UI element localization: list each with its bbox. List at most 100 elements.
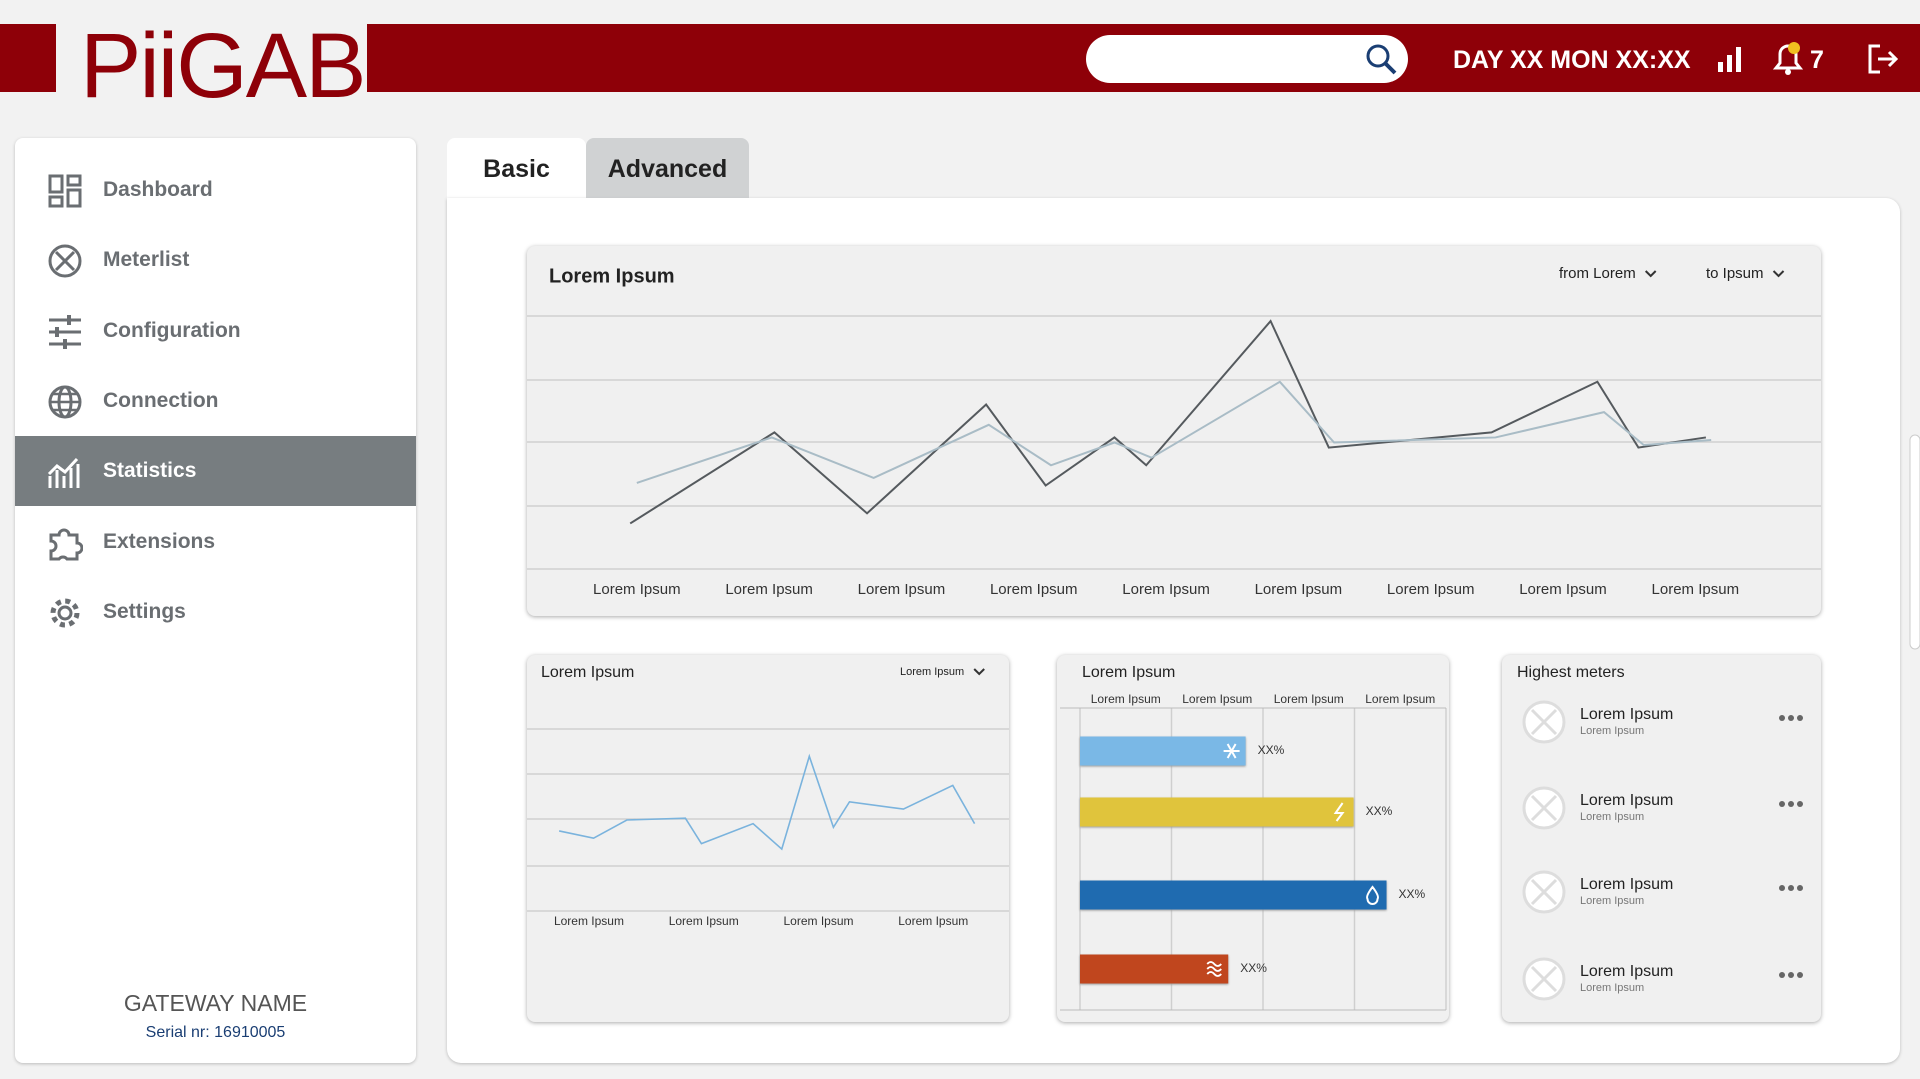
logo-box	[56, 22, 367, 96]
more-button[interactable]	[1797, 885, 1803, 891]
menu-item[interactable]: Settings	[15, 577, 416, 647]
meter-subtitle: Lorem Ipsum	[1580, 811, 1644, 823]
menu-icon	[48, 385, 82, 419]
scrollbar[interactable]	[1909, 434, 1920, 650]
datetime: DAY XX MON XX:XX	[1453, 46, 1691, 74]
menu-icon	[49, 314, 81, 349]
x-tick-label: Lorem Ipsum	[1122, 581, 1210, 598]
logout-icon[interactable]	[1866, 42, 1900, 76]
bar	[1080, 736, 1246, 766]
menu-item[interactable]: Configuration	[15, 296, 416, 366]
chevron[interactable]	[973, 668, 985, 676]
notification-count[interactable]: 7	[1810, 46, 1824, 74]
menu-label: Settings	[103, 599, 186, 623]
menu-icon	[49, 528, 83, 560]
more-button[interactable]	[1788, 801, 1794, 807]
chart-title: Lorem Ipsum	[1082, 664, 1175, 681]
more-button[interactable]	[1779, 885, 1785, 891]
chevron[interactable]	[1772, 270, 1785, 278]
x-tick-label: Lorem Ipsum	[898, 914, 968, 928]
menu-icon	[48, 174, 82, 208]
menu-item[interactable]: Dashboard	[15, 155, 416, 225]
bar-icon	[1206, 961, 1222, 977]
meter-name: Lorem Ipsum	[1580, 792, 1673, 809]
bar	[1080, 880, 1387, 910]
logo[interactable]: PiiGAB	[80, 15, 367, 117]
meter-icon	[1530, 965, 1558, 993]
bell-icon[interactable]	[1768, 38, 1808, 78]
gateway-name: GATEWAY NAME	[123, 990, 308, 1016]
menu-item[interactable]: Connection	[15, 366, 416, 436]
menu-label: Connection	[103, 388, 219, 412]
meter-name: Lorem Ipsum	[1580, 876, 1673, 893]
filter-dropdown[interactable]: to Ipsum	[1706, 265, 1764, 282]
sidebar: GATEWAY NAME Serial nr: 16910005 Dashboa…	[15, 138, 416, 1063]
meter-icon	[1530, 794, 1558, 822]
menu-label: Extensions	[103, 529, 216, 553]
data-label: XX%	[1258, 743, 1285, 757]
more-button[interactable]	[1788, 972, 1794, 978]
meter-icon	[1530, 878, 1558, 906]
data-label: XX%	[1399, 887, 1426, 901]
data-label: XX%	[1366, 804, 1393, 818]
more-button[interactable]	[1788, 885, 1794, 891]
search-icon[interactable]	[1362, 40, 1402, 80]
column-header: Lorem Ipsum	[1365, 692, 1435, 706]
bar	[1080, 797, 1354, 827]
meter-name: Lorem Ipsum	[1580, 706, 1673, 723]
x-tick-label: Lorem Ipsum	[725, 581, 813, 598]
menu-label: Configuration	[103, 318, 241, 342]
meter-name: Lorem Ipsum	[1580, 963, 1673, 980]
x-tick-label: Lorem Ipsum	[1255, 581, 1343, 598]
menu-item[interactable]: Meterlist	[15, 225, 416, 295]
meters-title: Highest meters	[1517, 664, 1625, 681]
search-box[interactable]	[1086, 35, 1408, 83]
more-button[interactable]	[1779, 972, 1785, 978]
meter-icon	[1530, 708, 1558, 736]
more-button[interactable]	[1779, 801, 1785, 807]
more-button[interactable]	[1788, 715, 1794, 721]
signal-icon[interactable]	[1716, 44, 1744, 74]
more-button[interactable]	[1779, 715, 1785, 721]
line-series	[558, 753, 976, 851]
menu-label: Dashboard	[103, 178, 213, 201]
menu-label: Statistics	[103, 459, 197, 483]
filter-dropdown[interactable]: from Lorem	[1559, 265, 1636, 282]
chart-title: Lorem Ipsum	[541, 664, 634, 681]
x-tick-label: Lorem Ipsum	[990, 581, 1078, 598]
meter-subtitle: Lorem Ipsum	[1580, 982, 1644, 994]
x-tick-label: Lorem Ipsum	[858, 581, 946, 598]
x-tick-label: Lorem Ipsum	[554, 914, 624, 928]
meter-subtitle: Lorem Ipsum	[1580, 895, 1644, 907]
menu-icon	[50, 598, 80, 628]
tab[interactable]: Advanced	[586, 138, 749, 198]
serial-number: Serial nr: 16910005	[145, 1024, 286, 1041]
chart-card	[527, 246, 1821, 616]
more-button[interactable]	[1797, 972, 1803, 978]
more-button[interactable]	[1797, 801, 1803, 807]
filter-dropdown[interactable]: Lorem Ipsum	[900, 666, 964, 678]
line-series	[636, 380, 1712, 484]
column-header: Lorem Ipsum	[1091, 692, 1161, 706]
chevron[interactable]	[1644, 270, 1657, 278]
chart-title: Lorem Ipsum	[549, 265, 675, 287]
meters-card	[1502, 655, 1821, 1022]
bar	[1080, 954, 1229, 984]
more-button[interactable]	[1797, 715, 1803, 721]
tab[interactable]: Basic	[447, 138, 586, 198]
column-header: Lorem Ipsum	[1182, 692, 1252, 706]
x-tick-label: Lorem Ipsum	[783, 914, 853, 928]
menu-icon	[47, 458, 80, 489]
column-header: Lorem Ipsum	[1274, 692, 1344, 706]
data-label: XX%	[1240, 961, 1267, 975]
bar-icon	[1366, 885, 1379, 905]
x-tick-label: Lorem Ipsum	[593, 581, 681, 598]
chart-card	[527, 655, 1009, 1022]
menu-item[interactable]: Statistics	[15, 436, 416, 507]
menu-label: Meterlist	[103, 248, 190, 272]
menu-item[interactable]: Extensions	[15, 507, 416, 577]
bar-icon	[1223, 743, 1240, 759]
